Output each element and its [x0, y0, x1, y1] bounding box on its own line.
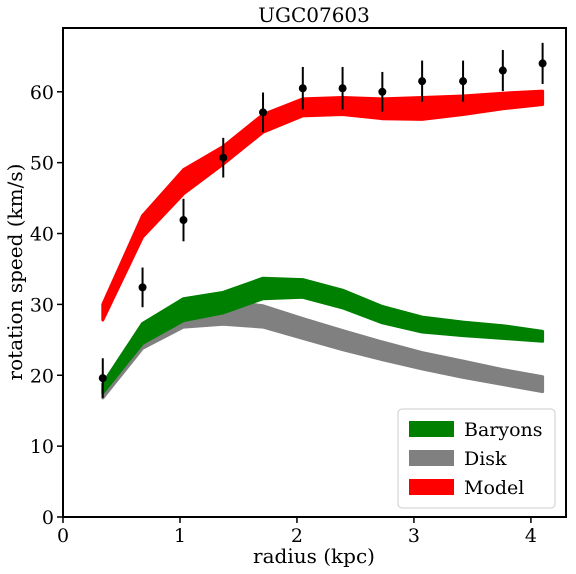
y-tick-label: 10: [30, 436, 54, 458]
legend-swatch-baryons: [409, 421, 454, 437]
legend: Baryons Disk Model: [397, 408, 556, 509]
plot-frame: [62, 27, 567, 518]
x-tick-label: 3: [408, 525, 420, 547]
x-tick-label: 2: [291, 525, 303, 547]
data-point: [378, 87, 387, 96]
data-point: [338, 84, 347, 93]
data-point: [298, 84, 307, 93]
legend-label-disk: Disk: [464, 448, 507, 470]
data-point: [259, 108, 268, 117]
chart-title: UGC07603: [258, 3, 370, 27]
data-point: [498, 66, 507, 75]
y-axis-label: rotation speed (km/s): [3, 164, 27, 381]
data-point: [98, 374, 107, 383]
data-point: [179, 216, 188, 225]
y-tick-label: 50: [30, 153, 54, 175]
y-tick-label: 40: [30, 224, 54, 246]
data-point: [418, 77, 427, 86]
legend-label-baryons: Baryons: [464, 419, 543, 441]
legend-swatch-disk: [409, 450, 454, 466]
x-axis-ticks: 0 1 2 3 4: [57, 517, 537, 547]
data-point: [219, 153, 228, 162]
x-tick-label: 1: [174, 525, 186, 547]
legend-swatch-model: [409, 479, 454, 495]
data-point: [459, 77, 468, 86]
y-tick-label: 0: [42, 507, 54, 529]
y-tick-label: 60: [30, 82, 54, 104]
band-baryons: [101, 276, 545, 395]
x-tick-label: 4: [525, 525, 537, 547]
y-axis-ticks: 0 10 20 30 40 50 60: [30, 82, 63, 529]
x-axis-label: radius (kpc): [253, 544, 375, 568]
y-tick-label: 30: [30, 294, 54, 316]
legend-label-model: Model: [464, 477, 524, 499]
data-point: [538, 59, 547, 68]
band-disk: [101, 299, 545, 400]
y-tick-label: 20: [30, 365, 54, 387]
data-point: [138, 283, 147, 292]
bands-layer: [101, 89, 545, 400]
observed-points-layer: [98, 42, 547, 398]
x-tick-label: 0: [57, 525, 69, 547]
